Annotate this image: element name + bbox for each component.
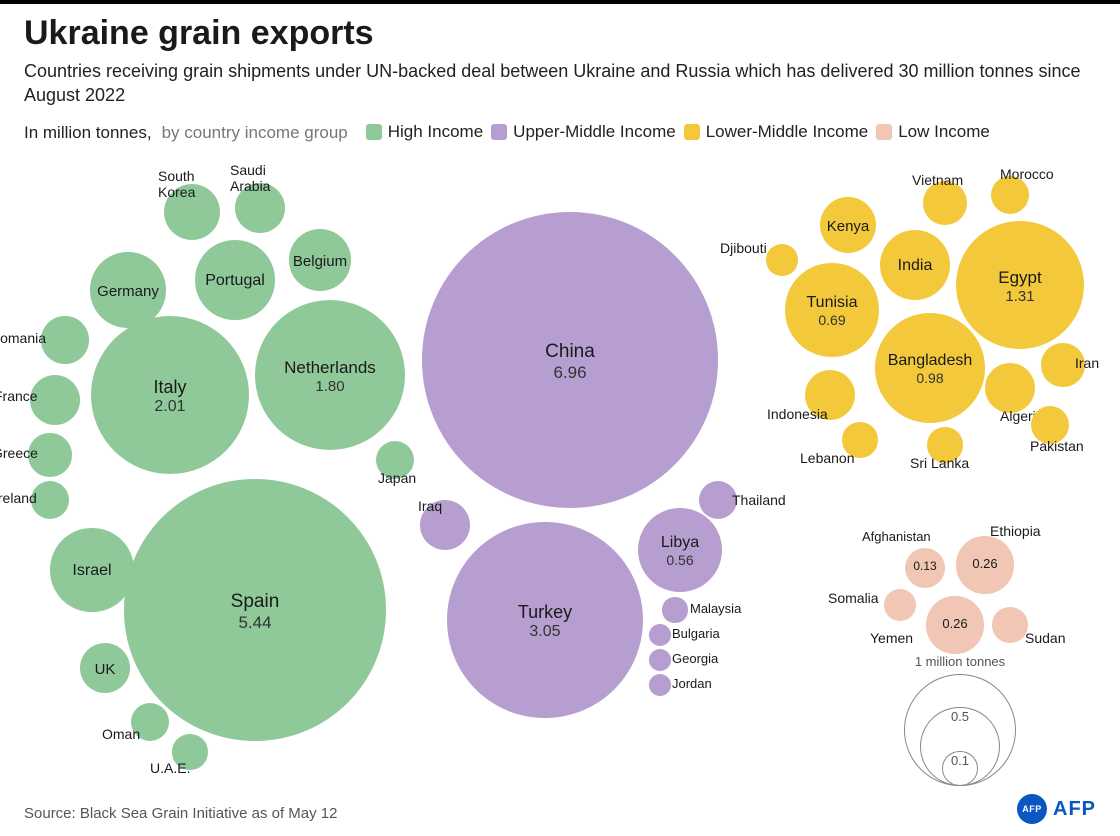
legend-swatch: [366, 124, 382, 140]
bubble-label: Malaysia: [690, 602, 741, 617]
bubble-label: Sri Lanka: [910, 455, 969, 471]
legend-muted: by country income group: [162, 123, 348, 143]
bubble-algeria: [985, 363, 1035, 413]
bubble-germany: [90, 252, 165, 327]
brand-logo: AFP AFP: [1017, 794, 1096, 824]
bubble-egypt: [956, 221, 1084, 349]
legend-prefix: In million tonnes,: [24, 123, 152, 143]
bubble-label: Djibouti: [720, 240, 767, 256]
bubble-afghanistan: [905, 548, 945, 588]
bubble-label: Pakistan: [1030, 438, 1084, 454]
bubble-india: [880, 230, 951, 301]
legend-item: High Income: [366, 122, 483, 142]
bubble-label: Indonesia: [767, 406, 828, 422]
bubble-chart: Spain5.44Italy2.01Netherlands1.80IsraelG…: [0, 170, 1120, 760]
bubble-label: Sudan: [1025, 630, 1065, 646]
legend-label: Lower-Middle Income: [706, 122, 869, 142]
bubble-label: Georgia: [672, 652, 718, 667]
bubble-label: Somalia: [828, 590, 879, 606]
bubble-uk: [80, 643, 130, 693]
bubble-malaysia: [662, 597, 687, 622]
bubble-spain: [124, 479, 385, 740]
bubble-italy: [91, 316, 250, 475]
bubble-kenya: [820, 197, 876, 253]
bubble-label: Ireland: [0, 490, 37, 506]
bubble-jordan: [649, 674, 671, 696]
bubble-netherlands: [255, 300, 405, 450]
legend: In million tonnes, by country income gro…: [24, 122, 1096, 145]
bubble-label: Oman: [102, 726, 140, 742]
top-rule: [0, 0, 1120, 4]
bubble-turkey: [447, 522, 643, 718]
bubble-portugal: [195, 240, 274, 319]
legend-swatch: [491, 124, 507, 140]
brand-text: AFP: [1053, 798, 1096, 821]
bubble-label: Morocco: [1000, 166, 1054, 182]
bubble-label: Iraq: [418, 498, 442, 514]
chart-subtitle: Countries receiving grain shipments unde…: [24, 59, 1084, 108]
brand-icon: AFP: [1017, 794, 1047, 824]
bubble-label: Lebanon: [800, 450, 855, 466]
bubble-bulgaria: [649, 624, 671, 646]
bubble-label: U.A.E.: [150, 760, 190, 776]
bubble-ethiopia: [956, 536, 1013, 593]
legend-swatch: [876, 124, 892, 140]
legend-item: Low Income: [876, 122, 990, 142]
bubble-label: Vietnam: [912, 172, 963, 188]
bubble-bangladesh: [875, 313, 986, 424]
bubble-tunisia: [785, 263, 878, 356]
bubble-israel: [50, 528, 133, 611]
legend-item: Upper-Middle Income: [491, 122, 676, 142]
bubble-label: Iran: [1075, 355, 1099, 371]
bubble-label: Ethiopia: [990, 523, 1041, 539]
legend-label: Upper-Middle Income: [513, 122, 676, 142]
legend-swatch: [684, 124, 700, 140]
bubble-label: Greece: [0, 445, 38, 461]
bubble-sudan: [992, 607, 1027, 642]
bubble-china: [422, 212, 717, 507]
bubble-label: Japan: [378, 470, 416, 486]
size-ring-label: 0.1: [910, 753, 1010, 768]
bubble-djibouti: [766, 244, 798, 276]
bubble-label: SouthKorea: [158, 168, 195, 200]
bubble-label: SaudiArabia: [230, 162, 270, 194]
bubble-label: Yemen: [870, 630, 913, 646]
legend-label: High Income: [388, 122, 483, 142]
bubble-label: France: [0, 388, 38, 404]
bubble-somalia: [884, 589, 916, 621]
bubble-belgium: [289, 229, 350, 290]
bubble-label: Thailand: [732, 492, 786, 508]
bubble-libya: [638, 508, 722, 592]
header: Ukraine grain exports Countries receivin…: [24, 14, 1096, 145]
bubble-label: Afghanistan: [862, 530, 931, 545]
bubble-yemen: [926, 596, 983, 653]
bubble-romania: [41, 316, 89, 364]
chart-title: Ukraine grain exports: [24, 14, 1096, 53]
bubble-label: Bulgaria: [672, 627, 720, 642]
bubble-label: Jordan: [672, 677, 712, 692]
source-text: Source: Black Sea Grain Initiative as of…: [24, 805, 337, 822]
size-ring-label: 1 million tonnes: [880, 654, 1040, 669]
legend-label: Low Income: [898, 122, 990, 142]
legend-item: Lower-Middle Income: [684, 122, 869, 142]
bubble-georgia: [649, 649, 671, 671]
bubble-label: Romania: [0, 330, 46, 346]
size-ring-label: 0.5: [910, 709, 1010, 724]
